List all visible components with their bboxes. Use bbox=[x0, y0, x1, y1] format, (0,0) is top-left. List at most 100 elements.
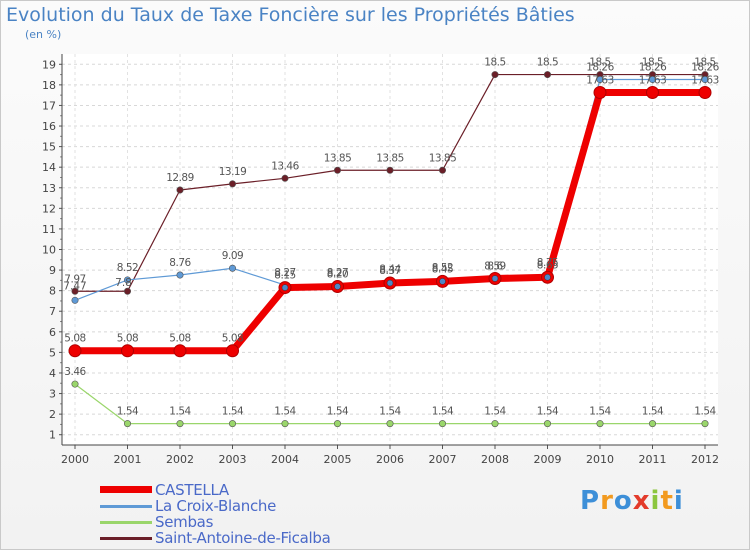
y-tick-label: 17 bbox=[42, 99, 56, 112]
data-point bbox=[491, 275, 499, 282]
y-tick-label: 9 bbox=[49, 264, 56, 277]
data-point bbox=[68, 344, 82, 358]
data-label: 1.54 bbox=[327, 406, 349, 418]
data-point bbox=[71, 287, 79, 295]
data-point bbox=[333, 420, 341, 428]
data-label: 17.63 bbox=[639, 74, 667, 86]
data-point bbox=[596, 420, 604, 428]
data-point bbox=[543, 71, 551, 79]
x-tick-label: 2003 bbox=[219, 453, 247, 466]
data-label: 12.89 bbox=[166, 172, 194, 184]
x-tick-label: 2004 bbox=[271, 453, 299, 466]
logo-letter: x bbox=[632, 486, 651, 516]
data-label: 17.63 bbox=[586, 74, 614, 86]
data-label: 18.5 bbox=[537, 57, 558, 69]
data-label: 18.5 bbox=[642, 57, 663, 69]
x-tick-label: 2006 bbox=[376, 453, 404, 466]
data-label: 3.46 bbox=[64, 366, 86, 378]
y-tick-label: 6 bbox=[49, 326, 56, 339]
legend-swatch bbox=[100, 537, 152, 540]
data-label: 18.26 bbox=[639, 62, 667, 74]
data-point bbox=[491, 420, 499, 428]
x-tick-label: 2002 bbox=[166, 453, 194, 466]
data-label: 1.54 bbox=[274, 406, 296, 418]
data-point bbox=[124, 287, 132, 295]
data-label: 1.54 bbox=[169, 406, 191, 418]
data-label: 13.85 bbox=[324, 152, 352, 164]
data-label: 8.52 bbox=[432, 262, 453, 274]
data-point bbox=[648, 420, 656, 428]
y-tick-label: 8 bbox=[49, 285, 56, 298]
y-axis-unit: (en %) bbox=[25, 28, 62, 41]
x-tick-label: 2000 bbox=[61, 453, 89, 466]
data-point bbox=[648, 76, 656, 84]
data-label: 5.08 bbox=[64, 333, 85, 345]
y-tick-label: 2 bbox=[49, 408, 56, 421]
data-point bbox=[386, 279, 394, 287]
y-tick-label: 4 bbox=[49, 367, 56, 380]
legend-label: CASTELLA bbox=[155, 481, 229, 499]
y-tick-label: 13 bbox=[42, 182, 56, 195]
data-label: 18.26 bbox=[691, 62, 719, 74]
data-label: 1.54 bbox=[642, 406, 664, 418]
data-point bbox=[173, 344, 187, 358]
data-point bbox=[543, 420, 551, 428]
data-label: 13.85 bbox=[429, 152, 457, 164]
y-tick-label: 10 bbox=[42, 244, 56, 257]
y-tick-label: 19 bbox=[42, 58, 56, 71]
x-tick-label: 2001 bbox=[114, 453, 142, 466]
data-point bbox=[333, 166, 341, 174]
data-label: 7.8 bbox=[115, 277, 132, 289]
data-point bbox=[121, 344, 134, 358]
logo-letter: o bbox=[613, 486, 633, 516]
data-point bbox=[281, 284, 289, 291]
logo-letter: i bbox=[650, 486, 661, 516]
data-label: 1.54 bbox=[694, 406, 716, 418]
x-tick-label: 2009 bbox=[534, 453, 562, 466]
chart-title: Evolution du Taux de Taxe Foncière sur l… bbox=[6, 4, 575, 26]
y-tick-label: 12 bbox=[42, 202, 56, 215]
data-point bbox=[124, 420, 132, 428]
legend-label: La Croix-Blanche bbox=[155, 497, 277, 515]
data-label: 17.63 bbox=[691, 74, 719, 86]
data-label: 18.26 bbox=[586, 62, 614, 74]
legend-swatch bbox=[100, 486, 152, 493]
data-label: 8.15 bbox=[274, 270, 295, 282]
data-label: 9.09 bbox=[222, 250, 243, 262]
data-label: 5.08 bbox=[117, 333, 138, 345]
data-label: 8.59 bbox=[484, 261, 505, 273]
data-label: 8.6 bbox=[487, 260, 503, 272]
data-point bbox=[646, 85, 659, 99]
data-label: 18.5 bbox=[484, 57, 505, 69]
x-tick-label: 2012 bbox=[691, 453, 719, 466]
data-label: 5.08 bbox=[222, 333, 243, 345]
data-point bbox=[226, 344, 239, 358]
data-point bbox=[438, 166, 446, 174]
data-label: 8.20 bbox=[327, 269, 348, 281]
data-label: 1.54 bbox=[589, 406, 611, 418]
logo-letter: r bbox=[600, 486, 614, 516]
data-label: 8.76 bbox=[169, 257, 191, 269]
y-tick-label: 1 bbox=[49, 429, 56, 442]
y-tick-label: 7 bbox=[49, 305, 56, 318]
data-label: 7.47 bbox=[63, 280, 86, 292]
data-point bbox=[491, 71, 499, 79]
data-label: 13.19 bbox=[219, 166, 247, 178]
data-label: 5.08 bbox=[169, 333, 190, 345]
data-point bbox=[71, 380, 79, 388]
data-point bbox=[124, 276, 132, 284]
data-label: 13.46 bbox=[271, 160, 299, 172]
data-point bbox=[229, 420, 237, 428]
logo-letter: P bbox=[580, 486, 601, 516]
data-point bbox=[229, 264, 237, 272]
data-point bbox=[281, 174, 289, 182]
data-label: 8.75 bbox=[537, 257, 558, 269]
data-point bbox=[229, 180, 237, 188]
y-tick-label: 3 bbox=[49, 388, 56, 401]
data-point bbox=[701, 420, 709, 428]
data-point bbox=[544, 274, 551, 281]
logo-letter: t bbox=[660, 486, 674, 516]
x-tick-label: 2008 bbox=[481, 453, 509, 466]
data-point bbox=[176, 271, 184, 279]
x-tick-label: 2007 bbox=[429, 453, 457, 466]
